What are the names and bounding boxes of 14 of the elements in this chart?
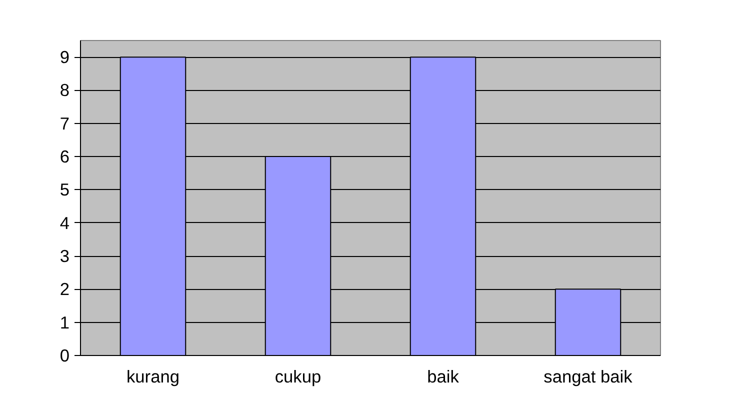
x-tick-label: sangat baik bbox=[544, 366, 633, 386]
y-tick-label: 2 bbox=[60, 279, 70, 300]
y-tick-label: 7 bbox=[60, 113, 70, 134]
y-tick-label: 6 bbox=[60, 146, 70, 167]
x-tick-label: kurang bbox=[126, 366, 180, 386]
y-tick-label: 4 bbox=[60, 212, 70, 233]
y-tick-label: 0 bbox=[60, 346, 70, 366]
y-tick-label: 9 bbox=[60, 47, 70, 68]
y-tick-label: 3 bbox=[60, 246, 70, 266]
x-tick-label: cukup bbox=[274, 366, 322, 386]
x-tick-label: baik bbox=[427, 366, 460, 386]
y-tick-label: 8 bbox=[60, 80, 70, 100]
y-tick-label: 1 bbox=[60, 312, 70, 332]
y-tick-label: 5 bbox=[60, 180, 70, 200]
